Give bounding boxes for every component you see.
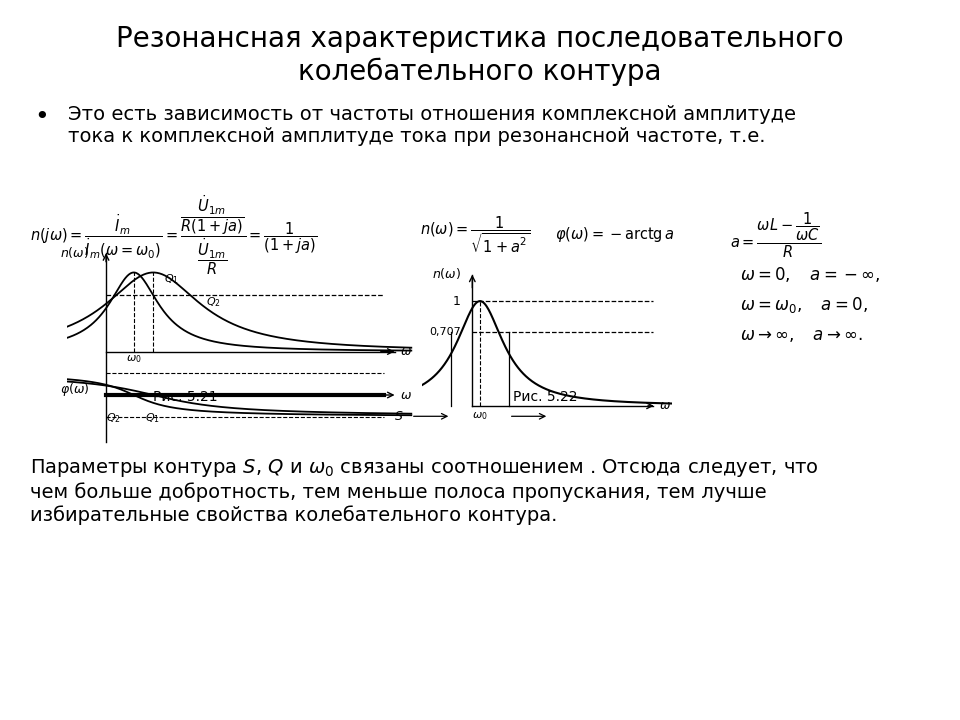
Text: $\omega_0$: $\omega_0$	[126, 353, 142, 365]
Text: $S$: $S$	[394, 410, 403, 423]
Text: $Q_2$: $Q_2$	[106, 411, 121, 425]
Text: $\varphi(\omega) = -\mathrm{arctg}\, a$: $\varphi(\omega) = -\mathrm{arctg}\, a$	[555, 225, 675, 245]
Text: $\varphi(\omega)$: $\varphi(\omega)$	[60, 382, 89, 398]
Text: $n(\omega)$: $n(\omega)$	[432, 266, 461, 281]
Text: Это есть зависимость от частоты отношения комплексной амплитуде
тока к комплексн: Это есть зависимость от частоты отношени…	[68, 105, 796, 146]
Text: $Q_2$: $Q_2$	[206, 296, 221, 310]
Text: $\omega = 0, \quad a = -\infty,$: $\omega = 0, \quad a = -\infty,$	[740, 266, 880, 284]
Text: Рис. 5.21: Рис. 5.21	[153, 390, 217, 404]
Text: Рис. 5.22: Рис. 5.22	[513, 390, 577, 404]
Text: 0,707: 0,707	[429, 327, 461, 337]
Text: $\omega$: $\omega$	[400, 389, 412, 402]
Text: •: •	[35, 105, 49, 129]
Text: $\omega$: $\omega$	[659, 400, 670, 413]
Text: $\omega = \omega_0, \quad a = 0,$: $\omega = \omega_0, \quad a = 0,$	[740, 295, 868, 315]
Text: $n(\omega)$: $n(\omega)$	[60, 245, 89, 260]
Text: $a = \dfrac{\omega L - \dfrac{1}{\omega C}}{R}$: $a = \dfrac{\omega L - \dfrac{1}{\omega …	[730, 210, 822, 259]
Text: $\omega_0$: $\omega_0$	[472, 410, 488, 422]
Text: $Q_1$: $Q_1$	[164, 272, 180, 286]
Text: Резонансная характеристика последовательного
колебательного контура: Резонансная характеристика последователь…	[116, 25, 844, 86]
Text: Параметры контура $S$, $Q$ и $\omega_0$ связаны соотношением . Отсюда следует, ч: Параметры контура $S$, $Q$ и $\omega_0$ …	[30, 457, 819, 525]
Text: $Q_1$: $Q_1$	[145, 411, 160, 425]
Text: $\omega$: $\omega$	[400, 345, 412, 358]
Text: $\omega \to \infty, \quad a \to \infty.$: $\omega \to \infty, \quad a \to \infty.$	[740, 326, 863, 344]
Text: $n(j\omega) = \dfrac{\dot{I}_m}{\dot{I}_m(\omega = \omega_0)}= \dfrac{\dfrac{\do: $n(j\omega) = \dfrac{\dot{I}_m}{\dot{I}_…	[30, 193, 318, 277]
Text: 1: 1	[453, 294, 461, 307]
Text: $n(\omega) = \dfrac{1}{\sqrt{1+a^2}}$: $n(\omega) = \dfrac{1}{\sqrt{1+a^2}}$	[420, 215, 531, 255]
